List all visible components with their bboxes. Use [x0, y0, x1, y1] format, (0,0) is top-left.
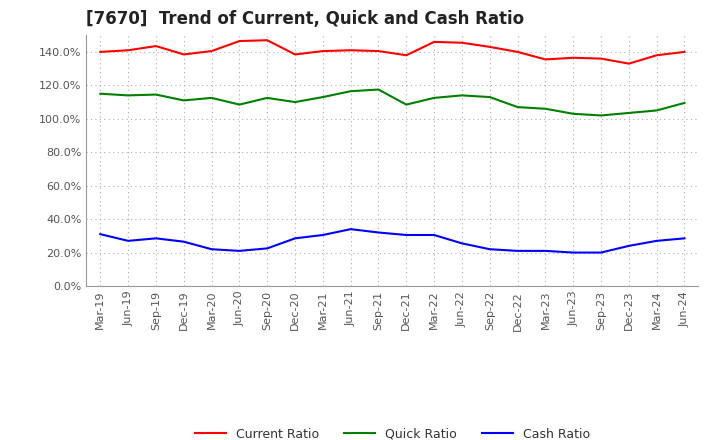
Current Ratio [597, 56, 606, 61]
Quick Ratio [430, 95, 438, 100]
Cash Ratio [235, 248, 243, 253]
Current Ratio [318, 48, 327, 54]
Line: Current Ratio: Current Ratio [100, 40, 685, 64]
Cash Ratio [597, 250, 606, 255]
Cash Ratio [346, 227, 355, 232]
Current Ratio [513, 49, 522, 55]
Cash Ratio [680, 236, 689, 241]
Current Ratio [374, 48, 383, 54]
Quick Ratio [207, 95, 216, 100]
Cash Ratio [124, 238, 132, 243]
Current Ratio [96, 49, 104, 55]
Quick Ratio [597, 113, 606, 118]
Current Ratio [179, 52, 188, 57]
Current Ratio [458, 40, 467, 45]
Cash Ratio [541, 248, 550, 253]
Current Ratio [207, 48, 216, 54]
Current Ratio [152, 44, 161, 49]
Cash Ratio [513, 248, 522, 253]
Current Ratio [124, 48, 132, 53]
Quick Ratio [96, 91, 104, 96]
Cash Ratio [485, 246, 494, 252]
Quick Ratio [513, 104, 522, 110]
Quick Ratio [458, 93, 467, 98]
Quick Ratio [652, 108, 661, 113]
Quick Ratio [402, 102, 410, 107]
Current Ratio [541, 57, 550, 62]
Quick Ratio [569, 111, 577, 117]
Cash Ratio [263, 246, 271, 251]
Current Ratio [430, 39, 438, 44]
Quick Ratio [624, 110, 633, 116]
Quick Ratio [485, 95, 494, 100]
Current Ratio [624, 61, 633, 66]
Cash Ratio [652, 238, 661, 243]
Cash Ratio [152, 236, 161, 241]
Quick Ratio [318, 95, 327, 100]
Cash Ratio [96, 231, 104, 237]
Current Ratio [680, 49, 689, 55]
Quick Ratio [680, 100, 689, 106]
Current Ratio [652, 53, 661, 58]
Quick Ratio [263, 95, 271, 100]
Cash Ratio [430, 232, 438, 238]
Legend: Current Ratio, Quick Ratio, Cash Ratio: Current Ratio, Quick Ratio, Cash Ratio [189, 423, 595, 440]
Quick Ratio [374, 87, 383, 92]
Quick Ratio [124, 93, 132, 98]
Cash Ratio [402, 232, 410, 238]
Quick Ratio [291, 99, 300, 105]
Current Ratio [346, 48, 355, 53]
Current Ratio [235, 38, 243, 44]
Quick Ratio [235, 102, 243, 107]
Cash Ratio [179, 239, 188, 244]
Current Ratio [569, 55, 577, 60]
Line: Quick Ratio: Quick Ratio [100, 89, 685, 115]
Cash Ratio [207, 246, 216, 252]
Cash Ratio [318, 232, 327, 238]
Cash Ratio [624, 243, 633, 249]
Quick Ratio [346, 88, 355, 94]
Cash Ratio [374, 230, 383, 235]
Current Ratio [263, 37, 271, 43]
Current Ratio [291, 52, 300, 57]
Line: Cash Ratio: Cash Ratio [100, 229, 685, 253]
Quick Ratio [179, 98, 188, 103]
Cash Ratio [291, 236, 300, 241]
Quick Ratio [152, 92, 161, 97]
Cash Ratio [569, 250, 577, 255]
Text: [7670]  Trend of Current, Quick and Cash Ratio: [7670] Trend of Current, Quick and Cash … [86, 10, 525, 28]
Current Ratio [485, 44, 494, 50]
Cash Ratio [458, 241, 467, 246]
Current Ratio [402, 53, 410, 58]
Quick Ratio [541, 106, 550, 111]
